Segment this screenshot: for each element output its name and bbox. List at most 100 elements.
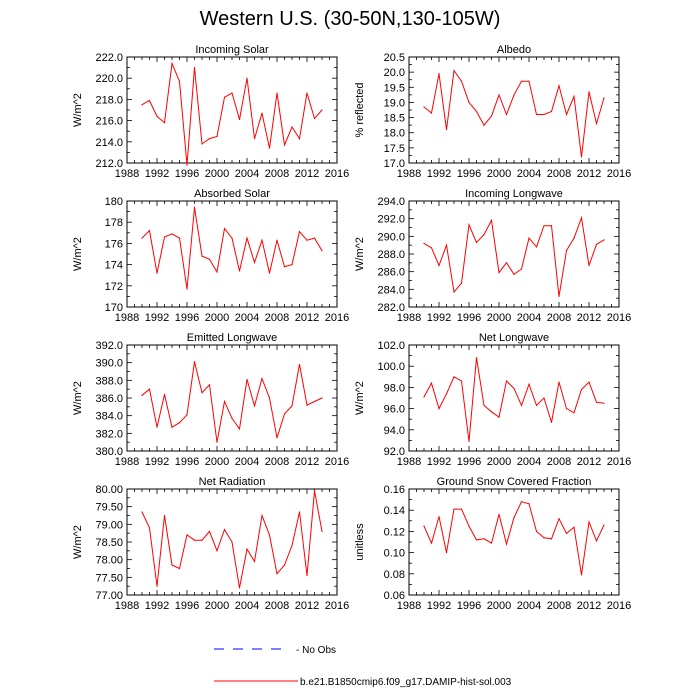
data-point	[306, 239, 308, 241]
y-tick-label: 94.0	[384, 425, 405, 437]
data-point	[178, 567, 181, 570]
data-point	[321, 397, 323, 399]
data-point	[231, 417, 233, 419]
x-tick-label: 1992	[427, 600, 451, 612]
x-tick-label: 1988	[115, 456, 139, 468]
data-point	[306, 404, 308, 406]
data-point	[573, 412, 575, 414]
data-point	[483, 538, 485, 540]
y-tick-label: 0.12	[384, 526, 405, 538]
x-tick-label: 2016	[607, 168, 631, 180]
y-tick-label: 212.0	[95, 158, 123, 170]
x-tick-label: 2012	[295, 600, 319, 612]
data-point	[246, 237, 248, 239]
panel-title: Incoming Solar	[195, 44, 269, 56]
data-point	[313, 490, 316, 492]
data-point	[505, 380, 508, 382]
data-point	[528, 237, 530, 239]
series-line	[423, 357, 605, 442]
data-point	[505, 262, 508, 264]
data-point	[543, 397, 545, 399]
x-tick-label: 1988	[397, 600, 421, 612]
data-point	[276, 239, 278, 241]
data-point	[580, 388, 583, 391]
data-point	[558, 518, 560, 520]
y-tick-label: 392.0	[95, 340, 123, 352]
data-point	[483, 233, 485, 236]
data-point	[520, 268, 523, 270]
data-point	[483, 124, 485, 126]
data-point	[423, 106, 425, 108]
x-tick-label: 2004	[517, 600, 541, 612]
data-point	[193, 539, 196, 541]
x-tick-label: 2000	[205, 456, 229, 468]
y-tick-label: 0.10	[384, 548, 405, 560]
data-point	[513, 387, 515, 390]
data-point	[246, 378, 248, 381]
x-tick-label: 2000	[205, 168, 229, 180]
x-tick-label: 1988	[397, 168, 421, 180]
y-tick-label: 282.0	[377, 302, 405, 314]
y-tick-label: 80.00	[95, 484, 123, 496]
x-tick-label: 2012	[577, 456, 601, 468]
data-point	[483, 404, 485, 407]
y-tick-label: 79.50	[95, 502, 123, 514]
y-tick-label: 20.5	[384, 52, 405, 64]
data-point	[603, 524, 605, 526]
data-point	[468, 224, 470, 226]
x-tick-label: 2016	[325, 312, 349, 324]
data-point	[445, 393, 448, 395]
data-point	[148, 527, 151, 529]
y-tick-label: 180	[105, 196, 123, 208]
data-point	[238, 270, 241, 272]
y-tick-label: 174	[105, 260, 123, 272]
data-point	[141, 511, 143, 513]
data-point	[163, 122, 166, 124]
x-tick-label: 1988	[397, 456, 421, 468]
x-tick-label: 2004	[517, 312, 541, 324]
x-tick-label: 1992	[145, 168, 169, 180]
data-point	[216, 135, 218, 138]
data-point	[178, 80, 181, 82]
y-tick-label: 102.0	[377, 340, 405, 352]
data-point	[438, 515, 440, 518]
data-point	[490, 411, 493, 413]
x-tick-label: 2016	[325, 600, 349, 612]
x-tick-label: 2012	[295, 312, 319, 324]
data-point	[313, 117, 316, 120]
data-point	[520, 404, 523, 407]
data-point	[283, 413, 286, 415]
panel-title: Albedo	[497, 44, 531, 56]
x-tick-label: 2012	[295, 456, 319, 468]
y-tick-label: 79.00	[95, 519, 123, 531]
y-tick-label: 214.0	[95, 137, 123, 149]
y-tick-label: 386.0	[95, 393, 123, 405]
data-point	[313, 400, 316, 403]
y-tick-label: 294.0	[377, 196, 405, 208]
data-point	[535, 113, 538, 116]
data-point	[253, 138, 256, 140]
plot-frame	[126, 200, 338, 308]
data-point	[588, 381, 590, 383]
data-point	[268, 147, 271, 149]
y-tick-label: 220.0	[95, 73, 123, 85]
data-point	[423, 242, 425, 244]
data-point	[475, 110, 478, 113]
data-point	[178, 237, 181, 239]
data-point	[528, 80, 530, 82]
data-point	[306, 92, 308, 94]
data-point	[231, 541, 233, 543]
y-tick-label: 19.0	[384, 97, 405, 109]
data-point	[283, 266, 286, 268]
data-point	[321, 250, 323, 252]
data-point	[460, 380, 463, 382]
data-point	[460, 508, 463, 510]
y-tick-label: 77.50	[95, 572, 123, 584]
data-point	[535, 246, 538, 248]
x-tick-label: 2004	[517, 168, 541, 180]
data-point	[535, 530, 538, 533]
data-point	[253, 560, 256, 563]
data-point	[253, 261, 256, 264]
data-point	[216, 271, 218, 273]
data-point	[453, 70, 455, 72]
